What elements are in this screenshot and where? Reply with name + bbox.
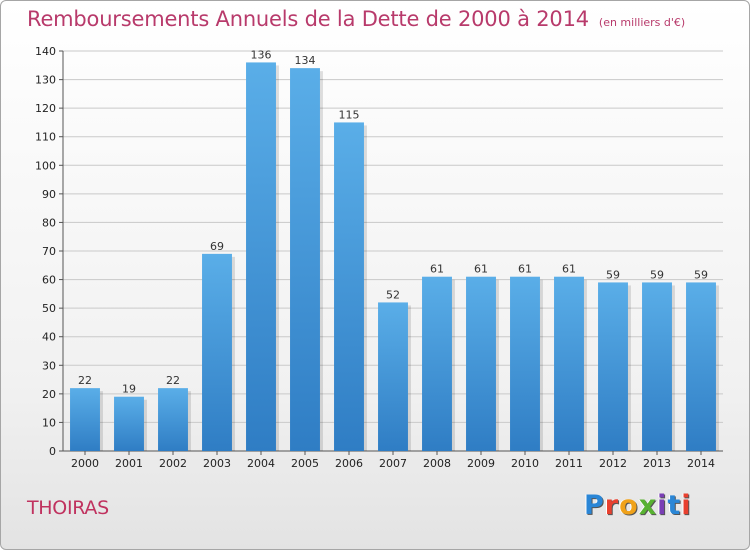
- bar-2014: [686, 282, 716, 451]
- x-tick-label: 2011: [555, 457, 583, 470]
- y-tick-label: 110: [35, 131, 56, 144]
- bar-2006: [334, 122, 364, 451]
- value-label: 61: [562, 263, 576, 276]
- value-label: 22: [166, 374, 180, 387]
- y-tick-label: 60: [42, 274, 56, 287]
- x-tick-label: 2007: [379, 457, 407, 470]
- chart-title: Remboursements Annuels de la Dette de 20…: [27, 7, 589, 31]
- x-tick-label: 2013: [643, 457, 671, 470]
- city-name: THOIRAS: [27, 497, 109, 519]
- x-tick-label: 2010: [511, 457, 539, 470]
- y-tick-label: 130: [35, 74, 56, 87]
- value-label: 59: [606, 268, 620, 281]
- bar-2000: [70, 388, 100, 451]
- y-tick-label: 140: [35, 45, 56, 58]
- y-tick-label: 50: [42, 302, 56, 315]
- y-tick-label: 20: [42, 388, 56, 401]
- bar-2011: [554, 276, 584, 451]
- x-tick-label: 2008: [423, 457, 451, 470]
- bar-2008: [422, 276, 452, 451]
- x-tick-label: 2002: [159, 457, 187, 470]
- value-label: 61: [430, 263, 444, 276]
- value-label: 136: [251, 48, 272, 61]
- bar-2005: [290, 68, 320, 452]
- y-tick-label: 30: [42, 359, 56, 372]
- value-label: 59: [650, 268, 664, 281]
- x-tick-label: 2012: [599, 457, 627, 470]
- title-row: Remboursements Annuels de la Dette de 20…: [27, 7, 685, 31]
- value-label: 19: [122, 383, 136, 396]
- y-tick-label: 0: [49, 445, 56, 458]
- value-label: 115: [339, 108, 360, 121]
- value-label: 69: [210, 240, 224, 253]
- proxiti-logo: Proxiti: [584, 490, 692, 521]
- bar-2004: [246, 62, 276, 452]
- bar-2001: [114, 396, 144, 451]
- value-label: 61: [518, 263, 532, 276]
- x-tick-label: 2006: [335, 457, 363, 470]
- y-tick-label: 90: [42, 188, 56, 201]
- bar-2003: [202, 253, 232, 451]
- y-tick-label: 10: [42, 416, 56, 429]
- bar-2010: [510, 276, 540, 451]
- bar-2013: [642, 282, 672, 451]
- bar-2012: [598, 282, 628, 451]
- x-tick-label: 2009: [467, 457, 495, 470]
- chart-unit: (en milliers d'€): [598, 16, 686, 29]
- value-label: 22: [78, 374, 92, 387]
- y-tick-label: 120: [35, 102, 56, 115]
- x-tick-label: 2005: [291, 457, 319, 470]
- y-tick-label: 40: [42, 331, 56, 344]
- bar-2007: [378, 302, 408, 451]
- value-label: 59: [694, 268, 708, 281]
- x-tick-label: 2003: [203, 457, 231, 470]
- value-label: 61: [474, 263, 488, 276]
- x-tick-label: 2000: [71, 457, 99, 470]
- bar-2002: [158, 388, 188, 451]
- x-tick-label: 2001: [115, 457, 143, 470]
- x-tick-label: 2014: [687, 457, 715, 470]
- y-tick-label: 70: [42, 245, 56, 258]
- value-label: 52: [386, 288, 400, 301]
- x-tick-label: 2004: [247, 457, 275, 470]
- y-tick-label: 100: [35, 159, 56, 172]
- bar-2009: [466, 276, 496, 451]
- value-label: 134: [295, 54, 316, 67]
- y-tick-label: 80: [42, 216, 56, 229]
